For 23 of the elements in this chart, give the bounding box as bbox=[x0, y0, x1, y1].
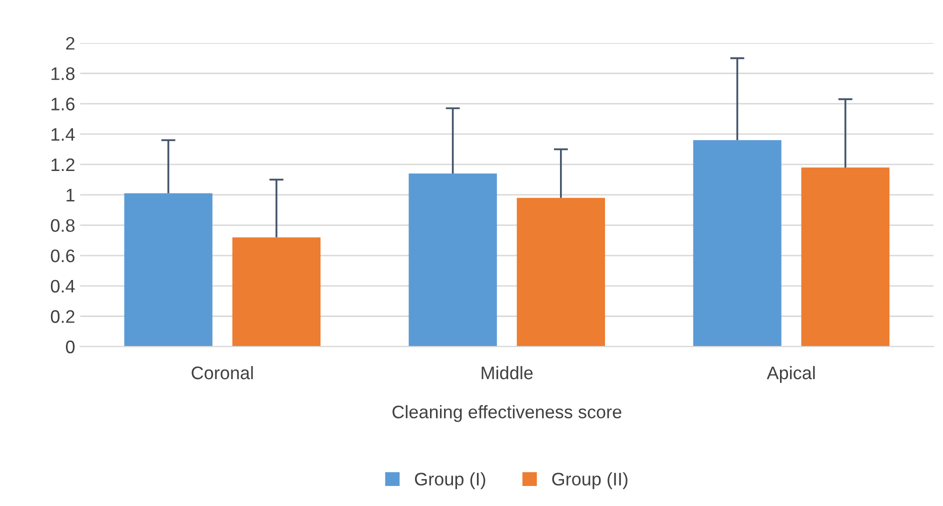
y-tick-label: 0.2 bbox=[50, 310, 74, 323]
bar bbox=[516, 198, 606, 347]
bar bbox=[693, 140, 782, 347]
y-tick-label: 1.4 bbox=[52, 128, 75, 141]
y-tick-label: 2 bbox=[66, 36, 74, 50]
y-tick-label: 1.6 bbox=[52, 98, 75, 110]
bar bbox=[801, 167, 890, 347]
y-tick-label: 0.8 bbox=[50, 219, 75, 232]
y-tick-label: 1.2 bbox=[52, 158, 74, 171]
bar bbox=[124, 193, 212, 347]
x-axis-title: Cleaning effectiveness score bbox=[392, 405, 622, 422]
y-tick-label: 0 bbox=[66, 340, 75, 354]
legend-label: Group (I) bbox=[414, 472, 486, 490]
legend-label: Group (II) bbox=[552, 472, 628, 490]
x-tick-label: Coronal bbox=[192, 366, 253, 380]
bar bbox=[408, 174, 497, 347]
y-tick-label: 1 bbox=[66, 188, 74, 202]
x-tick-label: Apical bbox=[766, 366, 815, 383]
y-tick-label: 0.4 bbox=[50, 280, 75, 293]
y-tick-label: 0.6 bbox=[50, 249, 75, 262]
x-tick-label: Middle bbox=[482, 366, 533, 380]
bar bbox=[232, 237, 321, 347]
y-tick-label: 1.8 bbox=[52, 67, 75, 80]
